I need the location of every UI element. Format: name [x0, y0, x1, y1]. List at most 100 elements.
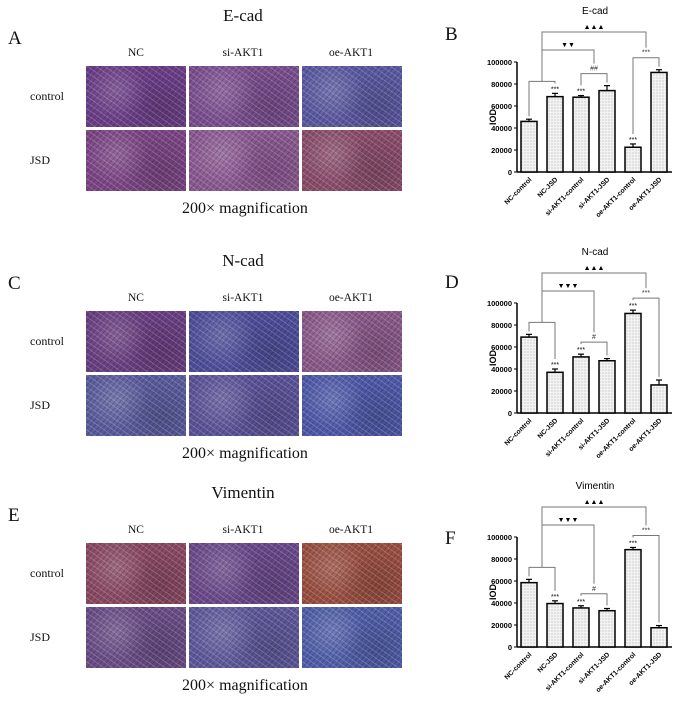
comparison-bracket: [632, 297, 660, 377]
y-tick-label: 80000: [491, 555, 512, 564]
bar: [650, 71, 668, 173]
micrograph-image: [86, 130, 186, 191]
y-tick-label: 20000: [491, 146, 512, 155]
row-label: control: [30, 334, 64, 348]
bar: [650, 627, 668, 648]
y-tick-label: 40000: [491, 124, 512, 133]
group-comparison-label: ▲▲▲: [584, 265, 605, 272]
bar: [520, 120, 538, 173]
group-comparison-bracket: [541, 524, 595, 584]
comparison-bracket: [528, 321, 556, 359]
micrograph-grid: [86, 66, 402, 191]
y-tick-label: 20000: [491, 387, 512, 396]
bar: [520, 336, 538, 414]
comparison-bracket: [632, 534, 660, 623]
panel-letter: C: [8, 273, 21, 294]
significance-mark: ***: [629, 137, 637, 144]
chart-title: E-cad: [582, 6, 608, 17]
row-label: JSD: [30, 153, 51, 167]
group-comparison-bracket: [541, 272, 647, 323]
group-comparison-bracket: [541, 290, 595, 333]
x-tick-label: NC-control: [504, 176, 534, 206]
bar: [598, 609, 616, 648]
y-tick-label: 40000: [491, 365, 512, 374]
micrograph-image: [189, 375, 299, 436]
bracket-label: #: [592, 334, 596, 341]
group-comparison-bracket: [541, 506, 647, 568]
bar: [572, 607, 590, 648]
chart-letter: B: [445, 24, 458, 45]
significance-mark: ***: [577, 89, 585, 96]
group-comparison-label: ▼▼▼: [558, 517, 579, 524]
micrograph-image: [302, 311, 402, 372]
bar-chart: N-cad IOD 0 20000 40000 60000 80000 100000 NC-co…: [487, 247, 672, 460]
micrograph-image: [302, 66, 402, 127]
group-comparison-label: ▼▼: [561, 42, 575, 49]
column-label: si-AKT1: [222, 47, 264, 59]
significance-mark: ***: [551, 86, 559, 93]
y-axis-label: IOD: [488, 584, 498, 601]
panel-letter: E: [8, 505, 20, 526]
group-comparison-bracket: [541, 31, 647, 82]
row-label: JSD: [30, 630, 51, 644]
bar: [546, 95, 564, 173]
y-tick-label: 60000: [491, 343, 512, 352]
x-tick-label: NC-control: [504, 651, 534, 681]
bar: [572, 96, 590, 173]
bar: [546, 602, 564, 648]
bar: [624, 548, 642, 648]
y-axis-label: IOD: [488, 350, 498, 367]
column-label: si-AKT1: [222, 524, 264, 536]
y-tick-label: 100000: [487, 58, 512, 67]
bar-chart: Vimentin IOD 0 20000 40000 60000 80000 100000 NC…: [487, 481, 672, 694]
bar: [624, 146, 642, 173]
column-label: oe-AKT1: [328, 524, 374, 536]
bar: [546, 371, 564, 414]
chart-letter: D: [445, 272, 459, 293]
bracket-label: ##: [590, 66, 598, 73]
comparison-bracket: [632, 57, 660, 134]
panel-letter: A: [8, 28, 22, 49]
panel-title: N-cad: [222, 251, 264, 270]
bracket-label: ***: [642, 290, 650, 297]
row-label: control: [30, 566, 64, 580]
column-label: oe-AKT1: [328, 47, 374, 59]
column-label: oe-AKT1: [328, 292, 374, 304]
y-tick-label: 0: [508, 168, 512, 177]
y-tick-label: 60000: [491, 577, 512, 586]
group-comparison-bracket: [541, 49, 595, 82]
column-label: NC: [128, 292, 144, 304]
column-label: NC: [128, 524, 144, 536]
bar: [520, 581, 538, 648]
significance-mark: ***: [551, 362, 559, 369]
micrograph-image: [189, 311, 299, 372]
bar: [598, 360, 616, 414]
micrograph-image: [302, 375, 402, 436]
panel-title: Vimentin: [211, 483, 275, 502]
y-tick-label: 100000: [487, 299, 512, 308]
micrograph-image: [189, 543, 299, 604]
significance-mark: ***: [551, 594, 559, 601]
x-tick-label: NC-control: [504, 417, 534, 447]
panel-title: E-cad: [223, 6, 263, 25]
significance-mark: ***: [629, 540, 637, 547]
y-tick-label: 20000: [491, 621, 512, 630]
y-tick-label: 80000: [491, 80, 512, 89]
significance-mark: ***: [577, 599, 585, 606]
micrograph-image: [189, 607, 299, 668]
y-tick-label: 60000: [491, 102, 512, 111]
micrograph-image: [86, 66, 186, 127]
magnification-caption: 200× magnification: [182, 200, 308, 217]
comparison-bracket: [580, 341, 608, 356]
magnification-caption: 200× magnification: [182, 445, 308, 462]
micrograph-image: [302, 607, 402, 668]
row-label: control: [30, 89, 64, 103]
comparison-bracket: [580, 73, 608, 86]
micrograph-image: [189, 66, 299, 127]
x-tick-label: NC-JSD: [537, 417, 560, 440]
y-axis-label: IOD: [488, 109, 498, 126]
y-tick-label: 80000: [491, 321, 512, 330]
significance-mark: ***: [629, 303, 637, 310]
comparison-bracket: [580, 593, 608, 606]
